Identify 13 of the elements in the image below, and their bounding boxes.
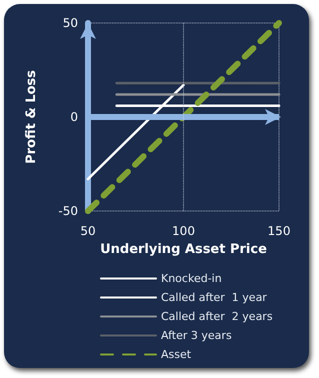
y-tick-label: -50 <box>58 204 78 218</box>
legend-label: Knocked-in <box>161 272 222 285</box>
legend-label: Called after 1 year <box>161 291 268 304</box>
y-axis-title: Profit & Loss <box>24 70 39 164</box>
y-tick-label: 50 <box>62 16 78 30</box>
x-tick-label: 150 <box>268 224 290 238</box>
legend-label: After 3 years <box>161 329 232 342</box>
x-tick-label: 100 <box>172 224 195 238</box>
y-tick-label: 0 <box>70 110 78 124</box>
legend-label: Asset <box>161 348 192 361</box>
legend-label: Called after 2 years <box>161 310 273 323</box>
x-tick-label: 50 <box>80 224 96 238</box>
x-axis-title: Underlying Asset Price <box>100 242 268 257</box>
